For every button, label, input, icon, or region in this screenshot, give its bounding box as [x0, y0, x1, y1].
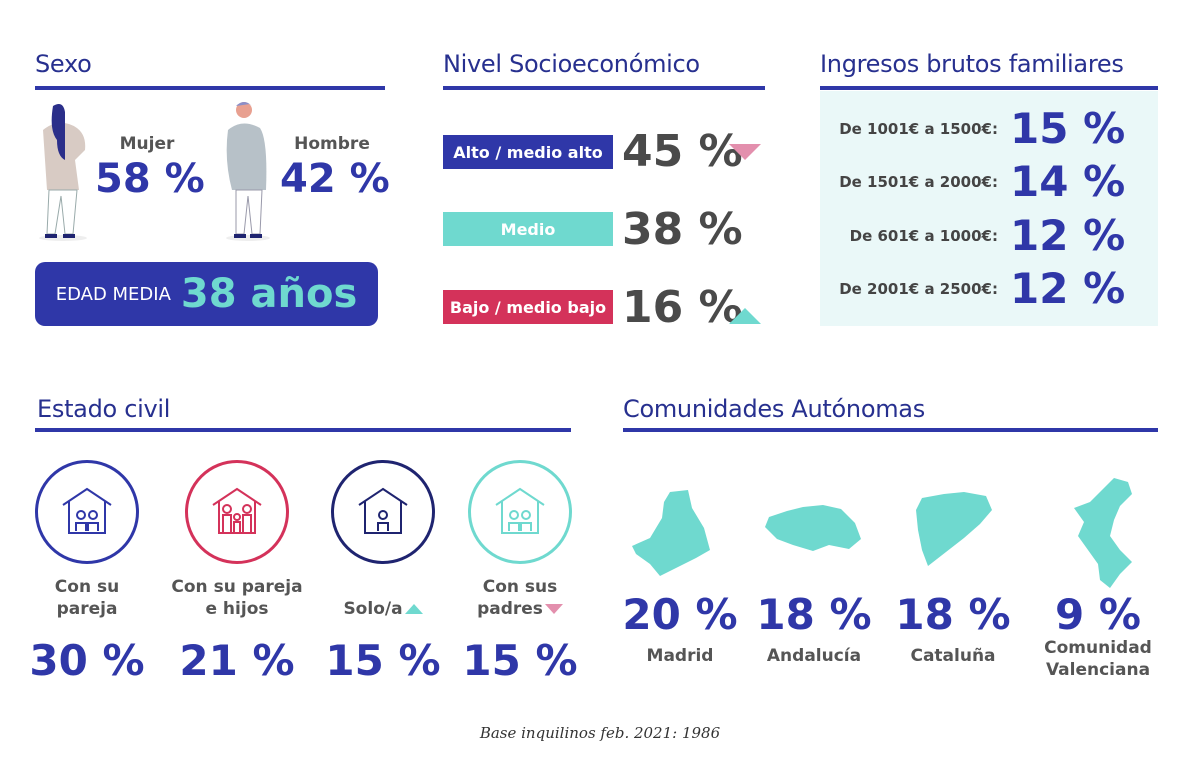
comunidad-name: Comunidad [1044, 638, 1152, 658]
edad-value: 38 años [180, 271, 358, 317]
comunidad-item: 20 % Madrid [605, 590, 755, 667]
comunidad-value: 18 % [895, 590, 1011, 639]
ingresos-row: De 2001€ a 2500€: 12 % [820, 264, 1158, 313]
cataluna-map-icon [916, 492, 992, 566]
valencia-map-icon [1074, 478, 1132, 588]
estado-item: Con su pareja 30 % [12, 460, 162, 685]
estado-item: Con su pareja e hijos 21 % [162, 460, 312, 685]
estado-label-solo: Solo/a [308, 598, 458, 620]
ingresos-value: 12 % [1010, 264, 1126, 313]
estado-label: pareja [56, 599, 118, 619]
estado-label: Solo/a [343, 599, 403, 619]
estado-value: 21 % [179, 636, 295, 685]
man-figure-icon [226, 102, 270, 241]
ingresos-value: 15 % [1010, 104, 1126, 153]
nivel-bar-bajo: Bajo / medio bajo [443, 290, 613, 324]
ingresos-label: De 1001€ a 1500€: [839, 119, 998, 138]
trend-down-icon [544, 604, 563, 614]
estado-item: Solo/a 15 % [308, 460, 458, 685]
edad-media-box: EDAD MEDIA 38 años [35, 262, 378, 326]
comunidad-name: Madrid [646, 646, 714, 666]
estado-label: padres [477, 599, 543, 619]
comunidad-item: 9 % Comunidad Valenciana [1023, 590, 1173, 681]
nivel-bar-alto: Alto / medio alto [443, 135, 613, 169]
trend-up-icon [729, 308, 761, 324]
ingresos-label: De 2001€ a 2500€: [839, 279, 998, 298]
comunidad-name: Valenciana [1045, 660, 1151, 680]
house-couple-icon [35, 460, 139, 564]
edad-label: EDAD MEDIA [55, 283, 171, 305]
divider [820, 86, 1158, 90]
estado-value: 15 % [325, 636, 441, 685]
house-single-icon [331, 460, 435, 564]
comunidad-item: 18 % Cataluña [878, 590, 1028, 667]
andalucia-map-icon [765, 505, 861, 551]
ingresos-row: De 1501€ a 2000€: 14 % [820, 157, 1158, 206]
hombre-value: 42 % [280, 156, 390, 202]
footer-note: Base inquilinos feb. 2021: 1986 [479, 724, 721, 742]
ingresos-label: De 1501€ a 2000€: [839, 172, 998, 191]
woman-figure-icon [39, 104, 87, 241]
estado-label: e hijos [205, 599, 269, 619]
nivel-bar-medio: Medio [443, 212, 613, 246]
comunidad-name: Cataluña [910, 646, 996, 666]
divider [443, 86, 765, 90]
ingresos-value: 14 % [1010, 157, 1126, 206]
estado-label-padres: padres [445, 598, 595, 620]
nivel-value-medio: 38 % [622, 204, 743, 255]
trend-up-icon [404, 604, 423, 614]
mujer-label: Mujer [119, 134, 175, 154]
comunidad-value: 9 % [1055, 590, 1141, 639]
ingresos-value: 12 % [1010, 211, 1126, 260]
nivel-value-alto: 45 % [622, 126, 743, 177]
estado-label: Con su pareja [171, 577, 303, 597]
ingresos-panel [820, 91, 1158, 326]
trend-down-icon [729, 144, 761, 160]
ingresos-row: De 601€ a 1000€: 12 % [820, 211, 1158, 260]
estado-title: Estado civil [37, 395, 171, 423]
estado-item: Con sus padres 15 % [445, 460, 595, 685]
estado-label: Con sus [482, 577, 558, 597]
divider [623, 428, 1158, 432]
ingresos-title: Ingresos brutos familiares [820, 50, 1124, 78]
estado-value: 15 % [462, 636, 578, 685]
ingresos-row: De 1001€ a 1500€: 15 % [820, 104, 1158, 153]
ingresos-label: De 601€ a 1000€: [849, 226, 998, 245]
hombre-label: Hombre [294, 134, 370, 154]
house-family-icon [185, 460, 289, 564]
nivel-title: Nivel Socioeconómico [443, 50, 700, 78]
estado-label: Con su [54, 577, 120, 597]
comunidad-value: 20 % [622, 590, 738, 639]
nivel-value-bajo: 16 % [622, 282, 743, 333]
divider [35, 428, 571, 432]
house-parents-icon [468, 460, 572, 564]
madrid-map-icon [632, 490, 710, 576]
divider [35, 86, 385, 90]
comunidades-title: Comunidades Autónomas [623, 395, 925, 423]
sexo-title: Sexo [35, 50, 92, 78]
comunidad-name: Andalucía [766, 646, 862, 666]
estado-value: 30 % [29, 636, 145, 685]
mujer-value: 58 % [95, 156, 205, 202]
comunidad-value: 18 % [756, 590, 872, 639]
comunidad-item: 18 % Andalucía [739, 590, 889, 667]
